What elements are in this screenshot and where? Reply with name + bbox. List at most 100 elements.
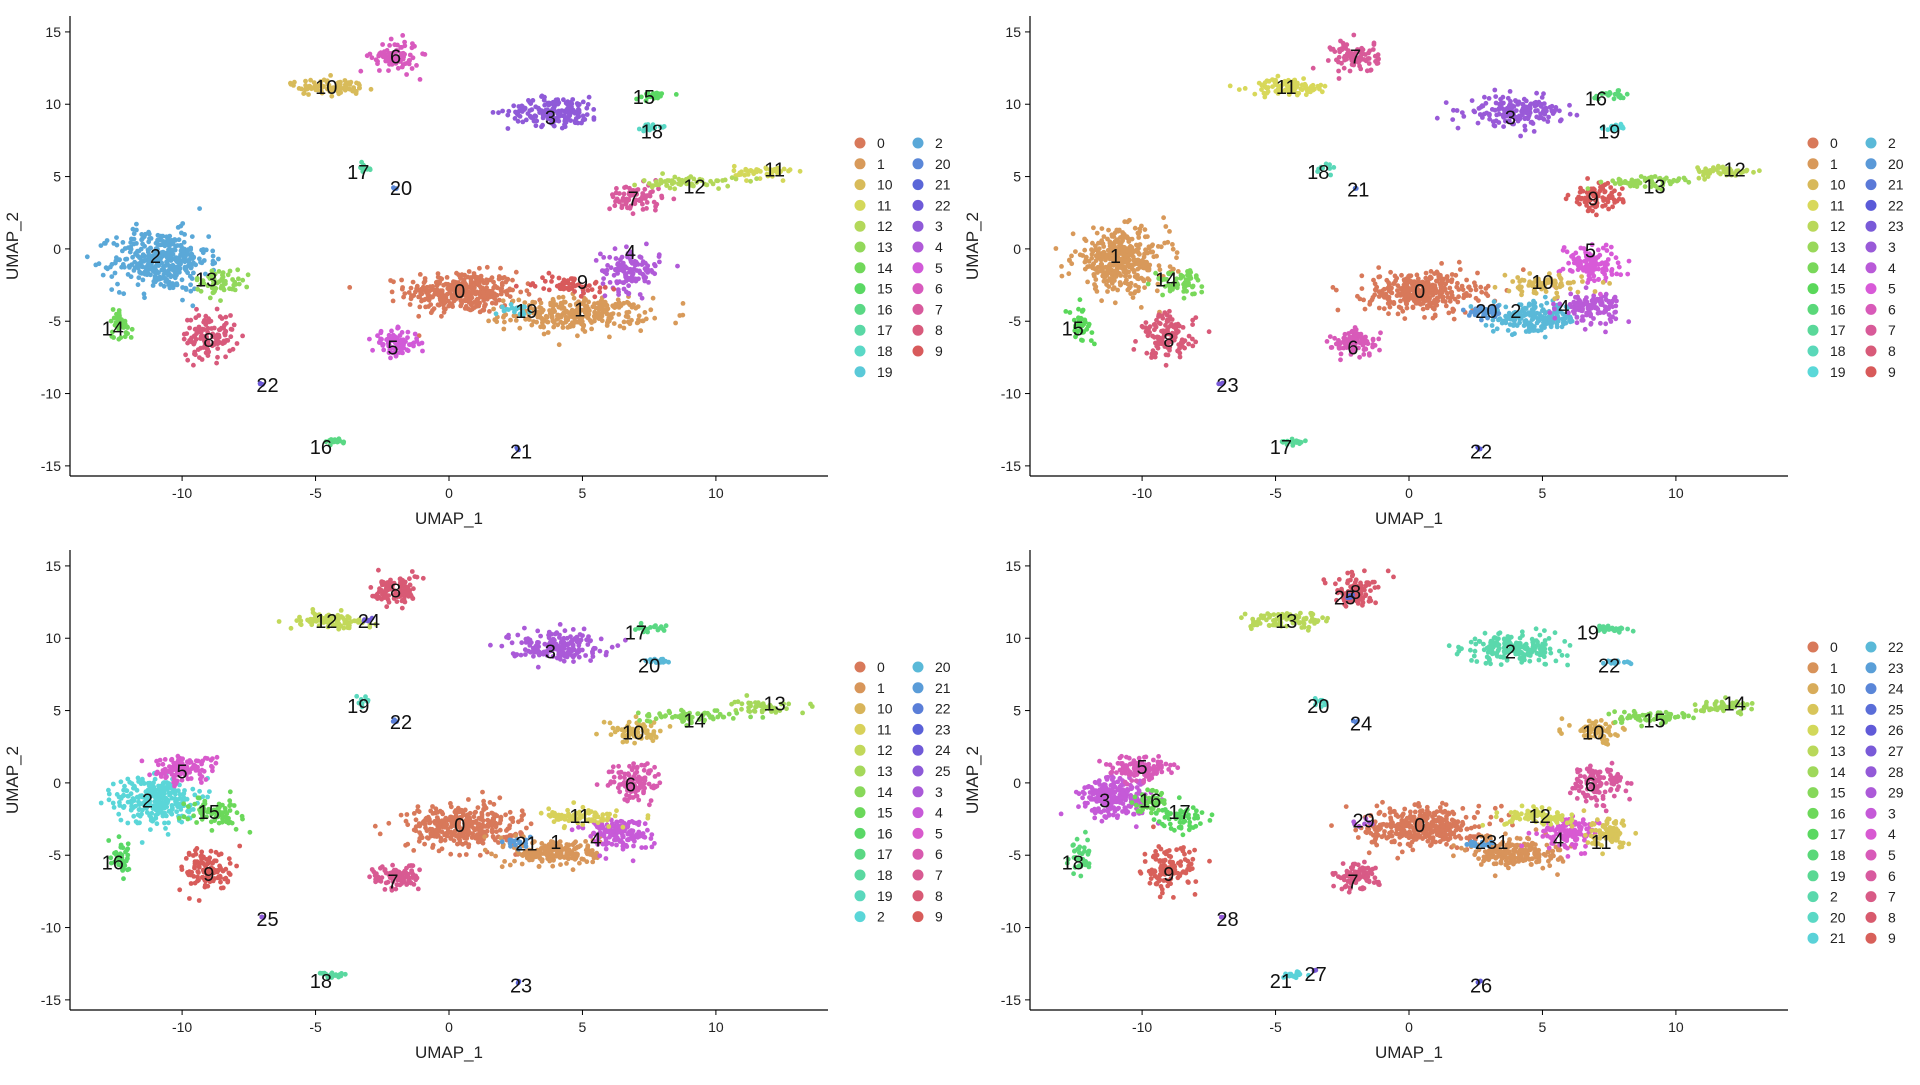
- point: [640, 191, 645, 196]
- point: [136, 275, 141, 280]
- point: [660, 171, 665, 176]
- point: [380, 42, 385, 47]
- point: [1528, 103, 1533, 108]
- point: [1469, 304, 1474, 309]
- point: [576, 121, 581, 126]
- legend-label: 0: [1830, 135, 1838, 151]
- point: [185, 341, 190, 346]
- point: [640, 296, 645, 301]
- point: [1480, 115, 1485, 120]
- point: [437, 827, 442, 832]
- point: [470, 290, 475, 295]
- point: [1151, 348, 1156, 353]
- point: [1461, 308, 1466, 313]
- point: [1522, 323, 1527, 328]
- point: [1085, 280, 1090, 285]
- legend-label: 12: [877, 218, 893, 234]
- cluster-label: 17: [1270, 437, 1292, 459]
- legend-swatch: [855, 179, 866, 190]
- point: [1473, 284, 1478, 289]
- point: [1581, 189, 1586, 194]
- point: [1576, 290, 1581, 295]
- point: [642, 275, 647, 280]
- point: [180, 277, 185, 282]
- point: [1167, 229, 1172, 234]
- point: [667, 178, 672, 183]
- point: [306, 86, 311, 91]
- point: [1493, 285, 1498, 290]
- legend-swatch: [1866, 158, 1877, 169]
- point: [1697, 176, 1702, 181]
- point: [478, 285, 483, 290]
- point: [1580, 279, 1585, 284]
- point: [1575, 315, 1580, 320]
- point: [168, 286, 173, 291]
- point: [1596, 267, 1601, 272]
- point: [162, 284, 167, 289]
- point: [1342, 66, 1347, 71]
- point: [617, 268, 622, 273]
- point: [570, 97, 575, 102]
- point: [1252, 92, 1257, 97]
- cluster-label: 14: [1155, 269, 1177, 291]
- point: [476, 805, 481, 810]
- legend-item-4: 4: [913, 239, 944, 255]
- point: [1498, 316, 1503, 321]
- legend-item-0: 0: [855, 135, 886, 151]
- point: [1262, 91, 1267, 96]
- legend-item-0: 0: [1808, 135, 1839, 151]
- legend-label: 8: [935, 322, 943, 338]
- point: [1113, 300, 1118, 305]
- point: [1101, 255, 1106, 260]
- point: [492, 296, 497, 301]
- point: [1146, 327, 1151, 332]
- point: [1451, 308, 1456, 313]
- legend-item-11: 11: [1808, 197, 1845, 213]
- point: [1583, 327, 1588, 332]
- point: [1433, 300, 1438, 305]
- point: [174, 282, 179, 287]
- point: [568, 303, 573, 308]
- cluster-label: 7: [1350, 47, 1361, 69]
- point: [1594, 213, 1599, 218]
- point: [616, 292, 621, 297]
- point: [1312, 87, 1317, 92]
- point: [1397, 305, 1402, 310]
- point: [600, 268, 605, 273]
- point: [1467, 313, 1472, 318]
- point: [1547, 320, 1552, 325]
- point: [518, 290, 523, 295]
- point: [1371, 278, 1376, 283]
- point: [1122, 259, 1127, 264]
- point: [389, 329, 394, 334]
- legend-label: 6: [935, 281, 943, 297]
- point: [1540, 314, 1545, 319]
- legend-item-10: 10: [1808, 177, 1846, 193]
- point: [405, 812, 410, 817]
- point: [1522, 124, 1527, 129]
- point: [487, 278, 492, 283]
- point: [1351, 33, 1356, 38]
- point: [1337, 76, 1342, 81]
- point: [1089, 338, 1094, 343]
- point: [399, 813, 404, 818]
- legend-label: 0: [877, 135, 885, 151]
- point: [173, 238, 178, 243]
- point: [623, 264, 628, 269]
- point: [1146, 282, 1151, 287]
- legend-label: 13: [877, 239, 893, 255]
- cluster-label: 22: [1470, 441, 1492, 463]
- point: [621, 280, 626, 285]
- point: [1455, 281, 1460, 286]
- legend-item-7: 7: [913, 301, 944, 317]
- point: [1612, 96, 1617, 101]
- point: [1518, 134, 1523, 139]
- x-tick-label: -5: [1269, 485, 1282, 501]
- legend-item-8: 8: [1866, 343, 1897, 359]
- point: [190, 234, 195, 239]
- legend-swatch: [1866, 242, 1877, 253]
- legend-item-10: 10: [855, 177, 893, 193]
- point: [1372, 42, 1377, 47]
- point: [1671, 178, 1676, 183]
- point: [534, 123, 539, 128]
